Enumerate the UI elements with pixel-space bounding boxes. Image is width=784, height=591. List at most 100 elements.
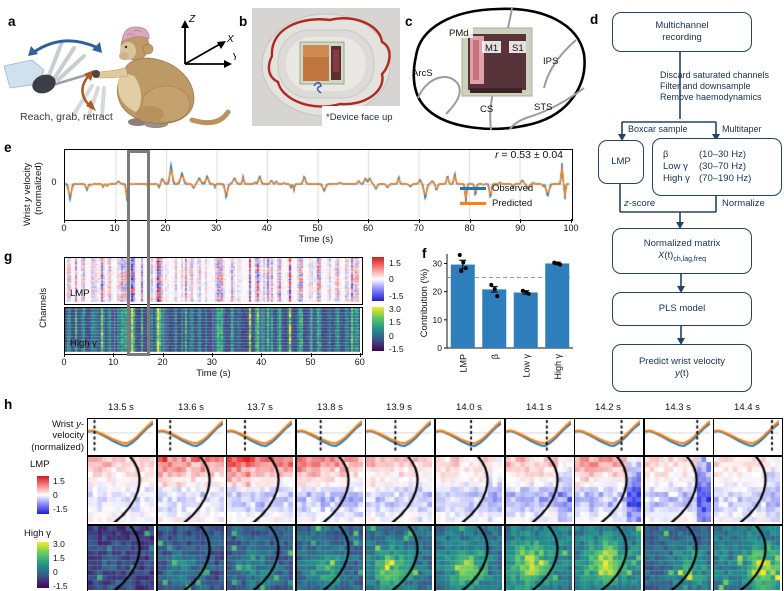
h-lmp-map-canvas	[714, 457, 780, 522]
h-velocity-row-label: Wrist y- velocity (normalized)	[31, 419, 84, 453]
contribution-bar-chart: Contribution (%) 0 10 20 30 LMP β Low γ High γ	[419, 253, 573, 380]
implant-photo-overlay	[461, 27, 533, 97]
experimenter-glove	[32, 74, 56, 94]
f-datapoint	[489, 282, 494, 287]
brain-squiggles	[126, 29, 142, 36]
e-xtick-label: 100	[563, 223, 579, 233]
g-lmp-colorbar	[372, 257, 384, 301]
h-trace-canvas	[227, 419, 292, 452]
h-hg-map-cell	[713, 525, 783, 591]
arcs-label: ArcS	[412, 68, 433, 79]
f-datapoint	[457, 253, 462, 257]
h-time-label: 14.0 s	[456, 402, 482, 413]
f-datapoint	[463, 266, 468, 271]
e-xtick-mark	[165, 219, 167, 223]
h-trace-cell	[365, 418, 435, 456]
g-lmp-label: LMP	[70, 288, 90, 299]
e-xtick-mark	[317, 219, 319, 223]
h-lmp-map-canvas	[436, 457, 502, 522]
g-hg-frame	[64, 307, 363, 355]
h-trace-cell	[574, 418, 644, 456]
e-xtick-label: 90	[515, 223, 526, 233]
flow-box-matrix-line2: X(t)ch,lag,freq	[613, 250, 751, 265]
h-hg-cbar-tick: 3.0	[53, 539, 65, 550]
h-hg-cbar-tick: 0	[53, 566, 58, 577]
g-xtick-mark	[359, 353, 361, 357]
band-highgamma-name: High γ	[663, 172, 690, 184]
h-lmp-map-cell	[157, 456, 227, 525]
g-lmp-frame	[64, 257, 363, 305]
branch-multitaper-label: Multitaper	[722, 124, 762, 134]
h-trace-canvas	[158, 419, 223, 452]
highlight-window-box	[127, 150, 150, 356]
flow-box-pls: PLS model	[612, 292, 752, 326]
legend-swatch-predicted	[460, 202, 486, 205]
e-ylabel-line1: Wrist y velocity	[22, 162, 33, 226]
e-xtick-label: 50	[312, 223, 323, 233]
panel-label-f: f	[422, 246, 427, 261]
flow-box-recording-text: Multichannel recording	[655, 20, 709, 43]
retract-arrowhead-bottom	[86, 100, 96, 111]
s1-label-bg	[509, 41, 526, 53]
h-time-label: 14.1 s	[526, 402, 552, 413]
f-ytick: 30	[433, 258, 443, 268]
h-lmp-map-cell	[87, 456, 157, 525]
h-lmp-map-cell	[644, 456, 714, 525]
f-category-label: High γ	[553, 354, 563, 380]
h-hg-cbar-tick: -1.5	[53, 580, 68, 591]
f-ytick: 0	[437, 343, 442, 353]
h-time-label: 13.8 s	[317, 402, 343, 413]
g-hg-colorbar	[372, 307, 384, 351]
legend-swatch-observed	[460, 187, 486, 190]
h-hg-map-cell	[505, 525, 575, 591]
h-trace-canvas	[436, 419, 501, 452]
f-bar-3	[545, 263, 570, 348]
chip-inner-strip	[333, 50, 339, 72]
h-lmp-map-canvas	[506, 457, 572, 522]
g-xtick-label: 30	[206, 357, 217, 367]
h-hg-map-canvas	[227, 526, 293, 590]
h-hg-map-canvas	[297, 526, 363, 590]
reach-arrow	[33, 39, 99, 54]
e-xtick-label: 0	[61, 223, 67, 233]
h-lmp-map-cell	[226, 456, 296, 525]
h-trace-cell	[226, 418, 296, 456]
monkey-brain	[121, 26, 150, 43]
h-lmp-cbar-tick: -1.5	[53, 504, 68, 515]
g-ylabel: Channels	[38, 287, 49, 328]
g-xtick-mark	[113, 353, 115, 357]
h-trace-canvas	[366, 419, 431, 452]
monkey-muzzle	[119, 52, 129, 60]
h-hg-map-cell	[574, 525, 644, 591]
z-axis-label: Z	[188, 14, 196, 25]
h-trace-cell	[87, 418, 157, 456]
h-lmp-map-cell	[435, 456, 505, 525]
h-hg-map-cell	[296, 525, 366, 591]
legend-item: Predicted	[460, 196, 533, 211]
f-datapoint	[492, 287, 497, 292]
blue-ink-mark	[313, 81, 322, 94]
reach-arrowhead-right	[92, 42, 102, 53]
device-caption: *Device face up	[326, 112, 393, 123]
x-axis-label: X	[226, 34, 234, 45]
h-trace-canvas	[506, 419, 571, 452]
legend-label: Observed	[492, 183, 534, 194]
h-hg-colorbar	[37, 542, 49, 588]
e-ylabel-line2: (normalized)	[33, 162, 44, 215]
flow-box-lmp-text: LMP	[611, 156, 631, 168]
predict-args: (t)	[679, 368, 689, 379]
device-photo: *Device face up	[252, 8, 400, 126]
zscore-label: z-score	[624, 198, 655, 209]
pmd-label-bg	[446, 26, 473, 38]
e-legend: Observed Predicted	[460, 181, 533, 211]
g-xtick-mark	[64, 353, 65, 357]
monkey	[92, 26, 231, 128]
e-xtick-label: 80	[464, 223, 475, 233]
panel-label-h: h	[4, 397, 13, 412]
cs-label: CS	[480, 104, 493, 115]
flow-box-lmp: LMP	[598, 140, 644, 184]
panel-label-e: e	[4, 140, 12, 155]
h-lmp-map-cell	[713, 456, 783, 525]
h-time-label: 14.4 s	[734, 402, 760, 413]
f-datapoint	[520, 288, 525, 293]
